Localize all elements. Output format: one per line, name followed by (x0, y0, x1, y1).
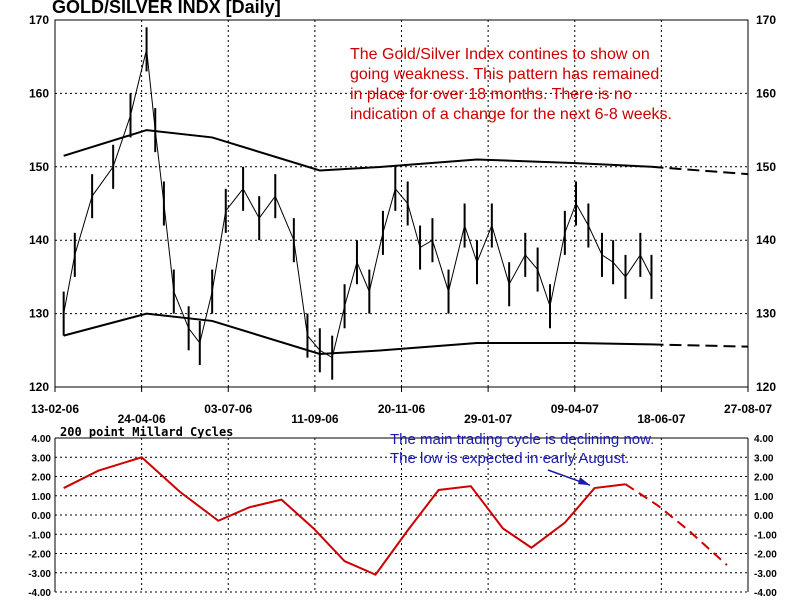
cycle-y-tick-label-left: 1.00 (32, 492, 52, 503)
main-annotation-line: indication of a change for the next 6-8 … (350, 106, 672, 123)
main-y-tick-label-right: 170 (756, 13, 776, 27)
cycle-y-tick-label-right: 0.00 (754, 511, 774, 522)
main-y-tick-label-left: 150 (29, 160, 49, 174)
x-tick-label: 11-09-06 (291, 412, 339, 426)
cycle-y-tick-label-left: -1.00 (28, 530, 51, 541)
x-tick-label: 27-08-07 (724, 402, 772, 416)
x-tick-label: 13-02-06 (31, 402, 79, 416)
cycle-y-tick-label-right: 4.00 (754, 434, 774, 445)
main-y-tick-label-left: 130 (29, 307, 49, 321)
cycle-y-tick-label-right: -3.00 (754, 569, 777, 580)
chart-title: GOLD/SILVER INDX [Daily] (52, 0, 281, 17)
annotation-arrowhead (578, 477, 590, 486)
main-y-tick-label-right: 120 (756, 380, 776, 394)
main-annotation-line: going weakness. This pattern has remaine… (350, 66, 660, 83)
cycle-y-tick-label-left: -4.00 (28, 588, 51, 599)
cycle-y-tick-label-right: -4.00 (754, 588, 777, 599)
cycle-y-tick-label-left: -3.00 (28, 569, 51, 580)
x-tick-label: 29-01-07 (464, 412, 512, 426)
cycle-annotation-line: The main trading cycle is declining now. (390, 431, 655, 448)
envelope-line (63, 312, 652, 355)
x-tick-label: 18-06-07 (637, 412, 685, 426)
cycle-y-tick-label-left: 2.00 (32, 473, 52, 484)
cycle-projection-line (624, 483, 728, 566)
x-tick-label: 03-07-06 (204, 402, 252, 416)
cycle-y-tick-label-left: -2.00 (28, 550, 51, 561)
main-annotation-line: in place for over 18 months. There is no (350, 86, 632, 103)
main-y-tick-label-right: 140 (756, 233, 776, 247)
main-y-tick-label-left: 170 (29, 13, 49, 27)
envelope-projection (651, 165, 749, 176)
cycle-y-tick-label-left: 3.00 (32, 453, 52, 464)
cycle-title: 200 point Millard Cycles (60, 425, 234, 439)
main-y-tick-label-right: 130 (756, 307, 776, 321)
price-trace (63, 49, 652, 359)
main-y-tick-label-right: 160 (756, 86, 776, 100)
cycle-y-tick-label-right: -2.00 (754, 550, 777, 561)
main-annotation: The Gold/Silver Index contines to show o… (350, 45, 750, 125)
cycle-y-tick-label-left: 4.00 (32, 434, 52, 445)
x-tick-label: 09-04-07 (551, 402, 599, 416)
main-annotation-line: The Gold/Silver Index contines to show o… (350, 46, 650, 63)
main-y-tick-label-left: 120 (29, 380, 49, 394)
x-tick-label: 24-04-06 (118, 412, 166, 426)
cycle-y-tick-label-right: 1.00 (754, 492, 774, 503)
main-y-tick-label-right: 150 (756, 160, 776, 174)
main-y-tick-label-left: 160 (29, 86, 49, 100)
cycle-y-tick-label-right: -1.00 (754, 530, 777, 541)
envelope-line (63, 129, 652, 172)
cycle-annotation: The main trading cycle is declining now.… (390, 430, 750, 468)
cycle-y-tick-label-right: 2.00 (754, 473, 774, 484)
x-tick-label: 20-11-06 (378, 402, 426, 416)
envelope-projection (651, 343, 749, 348)
cycle-y-tick-label-left: 0.00 (32, 511, 52, 522)
cycle-line (63, 456, 626, 576)
main-y-tick-label-left: 140 (29, 233, 49, 247)
cycle-y-tick-label-right: 3.00 (754, 453, 774, 464)
cycle-annotation-line: The low is expected in early August. (390, 450, 630, 467)
